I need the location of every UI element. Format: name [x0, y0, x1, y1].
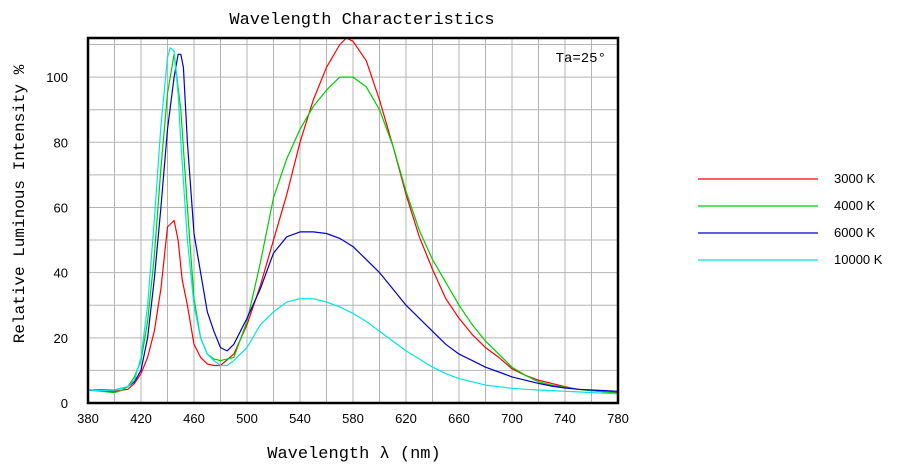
x-tick-label: 500: [236, 411, 258, 426]
series-line: [88, 53, 619, 392]
x-tick-label: 740: [554, 411, 576, 426]
legend-label: 4000 K: [834, 198, 876, 213]
x-axis-label: Wavelength λ (nm): [267, 445, 440, 464]
series-group: [87, 37, 619, 395]
x-tick-label: 380: [77, 411, 99, 426]
x-tick-labels: 380 420 460 500 540 580 620 660 700 740 780: [77, 411, 629, 426]
series-line: [87, 37, 619, 394]
ambient-annotation: Ta=25°: [556, 51, 606, 67]
series-line: [87, 53, 619, 394]
x-tick-label: 420: [130, 411, 152, 426]
x-tick-label: 580: [342, 411, 364, 426]
legend-label: 6000 K: [834, 225, 876, 240]
legend: 3000 K 4000 K 6000 K 10000 K: [698, 171, 883, 267]
x-tick-label: 700: [501, 411, 523, 426]
legend-label: 3000 K: [834, 171, 876, 186]
grid: [88, 38, 618, 403]
x-tick-label: 620: [395, 411, 417, 426]
legend-label: 10000 K: [834, 252, 883, 267]
y-tick-label: 40: [54, 266, 68, 281]
x-tick-label: 780: [607, 411, 629, 426]
x-tick-label: 460: [183, 411, 205, 426]
y-tick-label: 0: [61, 396, 68, 411]
y-tick-label: 20: [54, 331, 68, 346]
y-tick-label: 100: [46, 70, 68, 85]
x-tick-label: 540: [289, 411, 311, 426]
y-tick-labels: 0 20 40 60 80 100: [46, 70, 68, 411]
y-tick-label: 60: [54, 200, 68, 215]
x-tick-label: 660: [448, 411, 470, 426]
chart-title: Wavelength Characteristics: [229, 11, 494, 30]
y-axis-label: Relative Luminous Intensity %: [11, 64, 29, 343]
series-line: [87, 47, 619, 395]
y-tick-label: 80: [54, 135, 68, 150]
plot-frame: [86, 36, 620, 405]
